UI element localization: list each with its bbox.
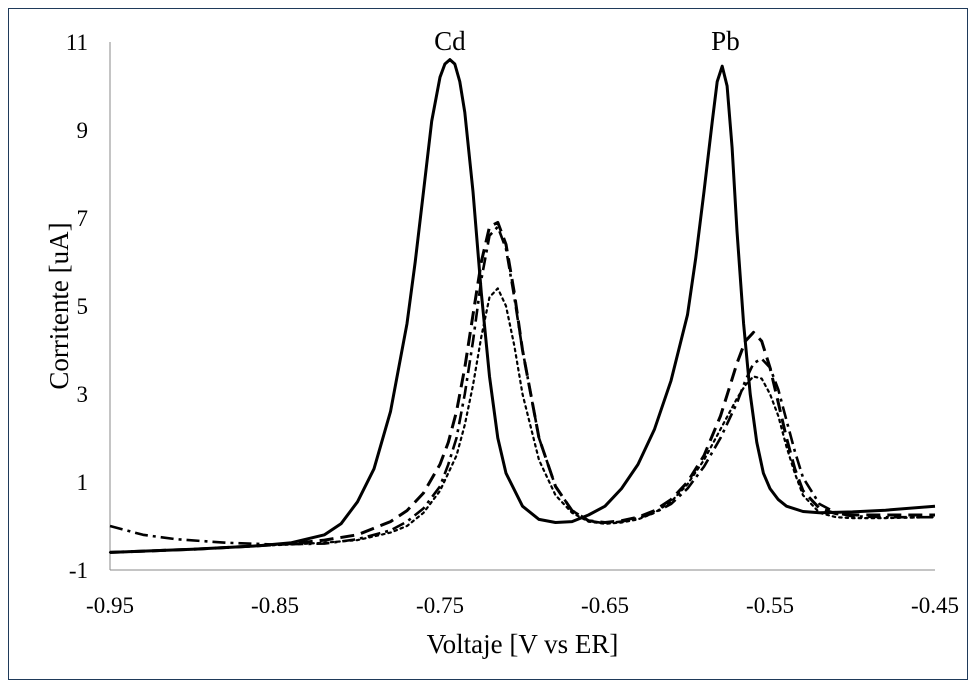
y-tick-label: 9 (77, 118, 89, 143)
series-layer (108, 58, 937, 554)
series-line-dashed (109, 220, 935, 554)
y-tick-label: -1 (69, 558, 88, 583)
x-tick-label: -0.85 (251, 593, 299, 618)
x-axis-title: Voltaje [V vs ER] (427, 629, 619, 659)
x-tick-label: -0.75 (416, 593, 464, 618)
y-axis-title: Corritente [uA] (44, 222, 74, 389)
y-tick-label: 11 (66, 30, 88, 55)
x-tick-label: -0.95 (86, 593, 134, 618)
x-tick-label: -0.65 (581, 593, 629, 618)
series-line-dash-dot (109, 225, 935, 546)
y-tick-label: 3 (77, 382, 89, 407)
y-tick-label: 7 (77, 206, 89, 231)
chart-frame (8, 8, 968, 680)
x-tick-label: -0.55 (746, 593, 794, 618)
series-line-solid (109, 58, 936, 554)
axes (109, 42, 935, 571)
x-tick-label: -0.45 (911, 593, 959, 618)
ticks-layer: -1 1 3 5 7 9 11 -0.95 -0.85 -0.75 -0.65 -0.55 -0.45 (66, 30, 959, 618)
peak-label-pb: Pb (711, 26, 740, 56)
series-line-dotted (108, 287, 937, 554)
y-tick-label: 1 (77, 470, 89, 495)
peak-label-cd: Cd (434, 26, 466, 56)
y-tick-label: 5 (77, 294, 89, 319)
annotations-layer: Cd Pb (434, 26, 740, 56)
